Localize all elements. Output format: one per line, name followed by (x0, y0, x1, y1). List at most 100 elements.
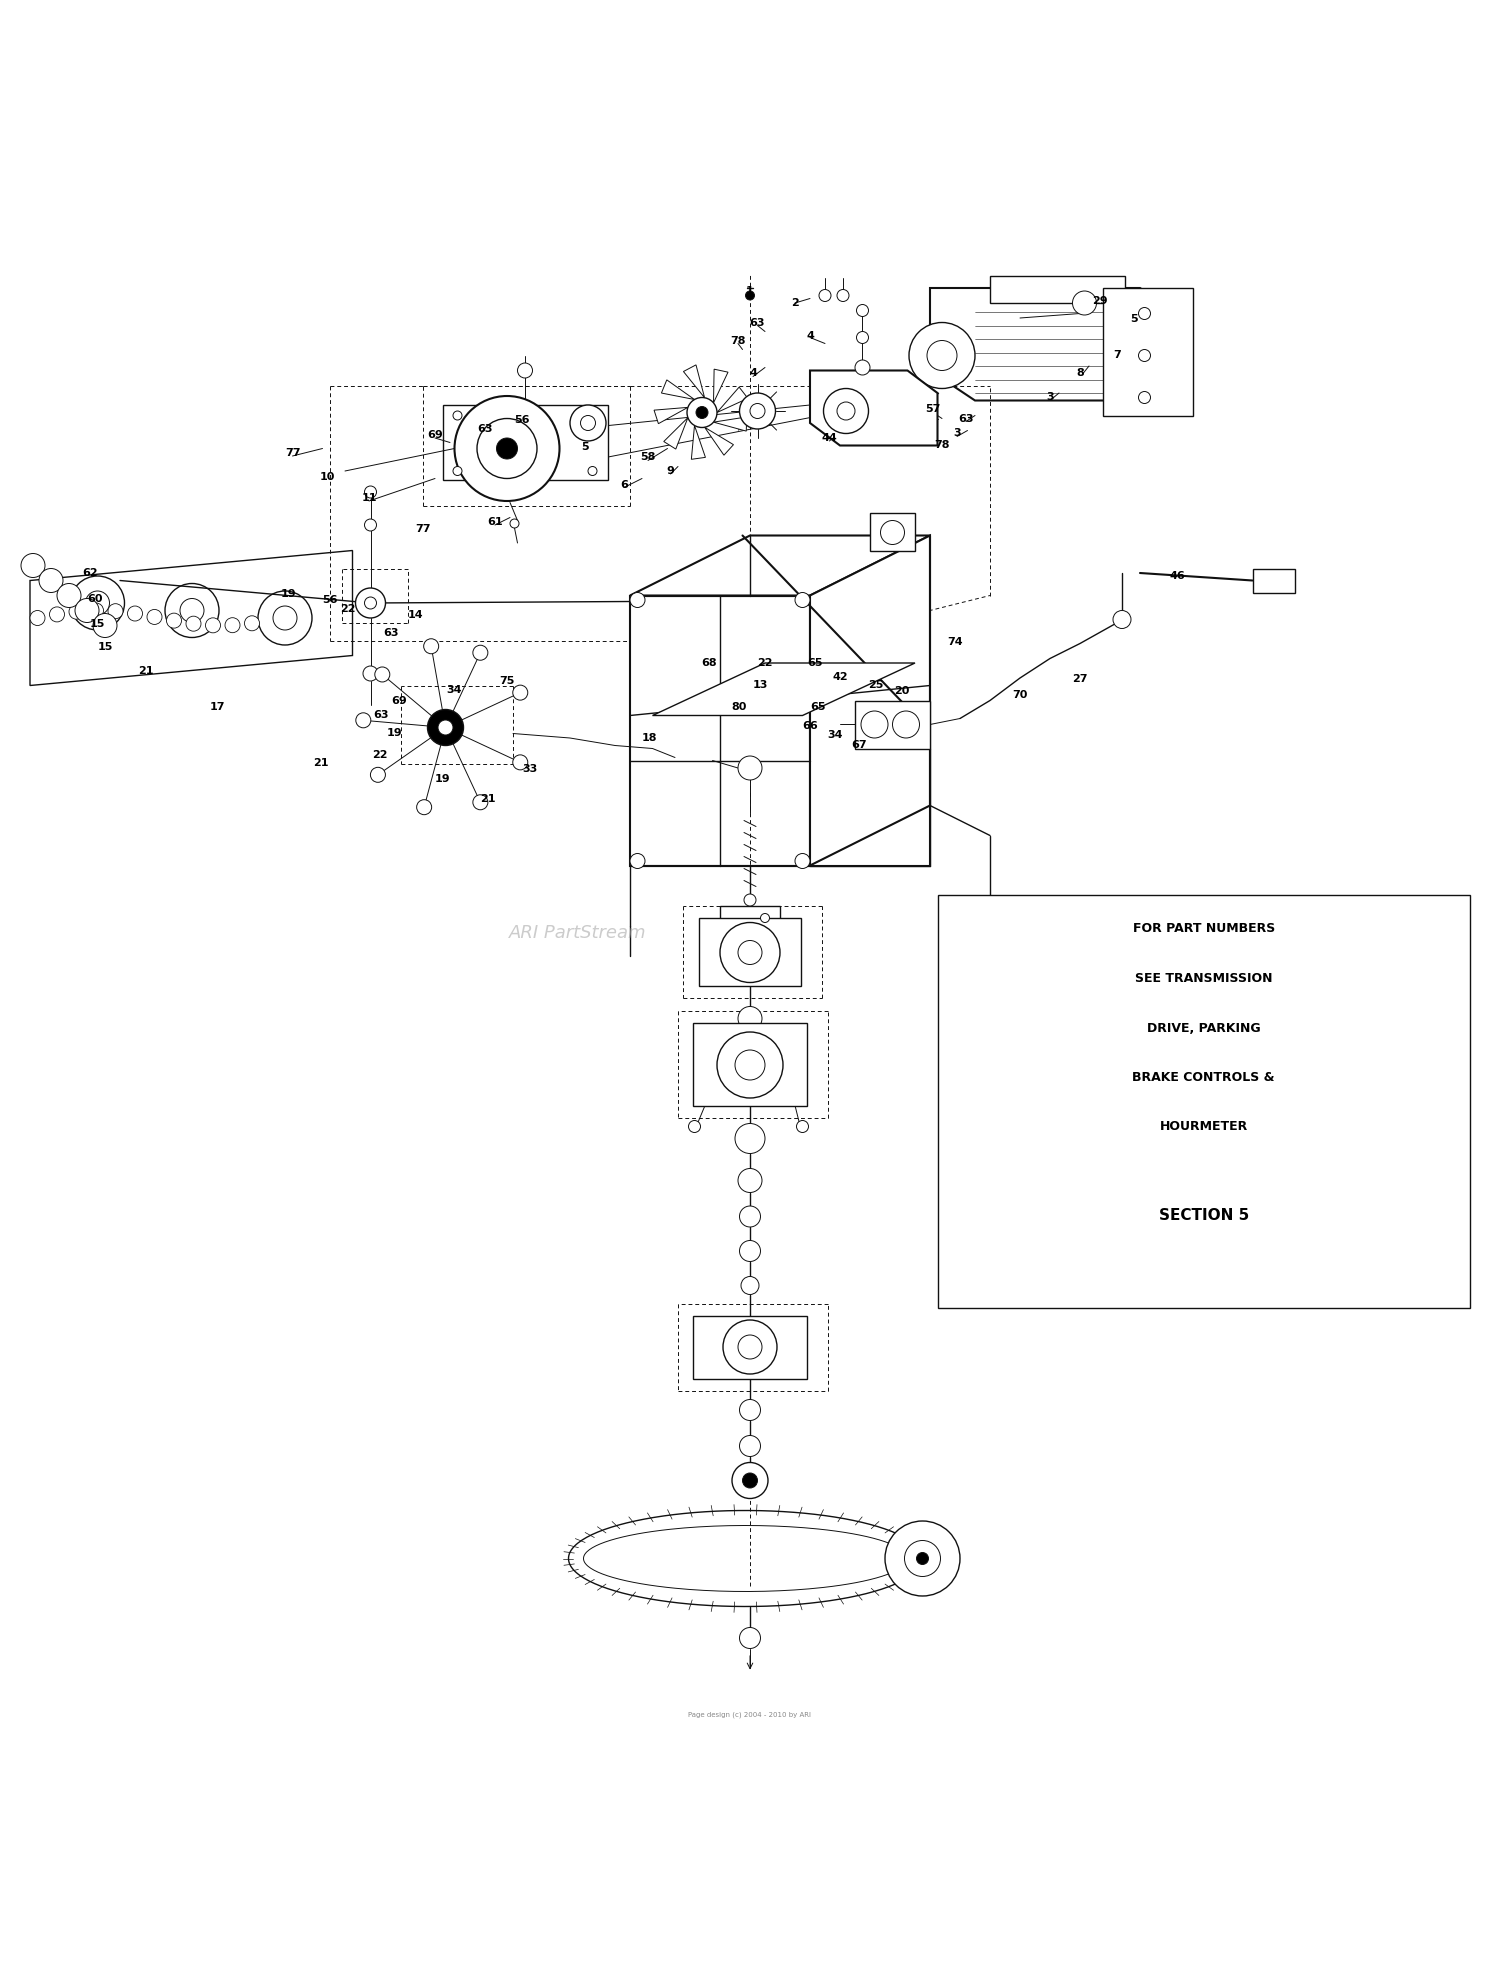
Circle shape (370, 767, 386, 782)
Text: 5: 5 (580, 442, 590, 451)
Circle shape (364, 487, 376, 499)
Circle shape (472, 794, 488, 810)
Circle shape (885, 1522, 960, 1597)
Text: 69: 69 (427, 430, 442, 440)
Text: 5: 5 (1130, 315, 1138, 325)
Text: 46: 46 (1170, 572, 1185, 581)
Circle shape (356, 587, 386, 619)
Text: 15: 15 (98, 641, 112, 652)
Circle shape (909, 323, 975, 388)
Text: 42: 42 (833, 672, 848, 682)
Polygon shape (692, 426, 705, 459)
Circle shape (1138, 349, 1150, 361)
Circle shape (855, 361, 870, 374)
Circle shape (88, 603, 104, 619)
Circle shape (824, 388, 868, 434)
Text: 9: 9 (666, 465, 675, 477)
Text: 78: 78 (934, 440, 950, 451)
Circle shape (108, 603, 123, 619)
Circle shape (453, 467, 462, 475)
Circle shape (496, 438, 517, 459)
Circle shape (717, 1033, 783, 1098)
Circle shape (363, 666, 378, 682)
Text: 58: 58 (640, 453, 656, 463)
Circle shape (742, 1472, 758, 1488)
Circle shape (588, 412, 597, 420)
Text: 8: 8 (1076, 369, 1084, 378)
Text: 34: 34 (828, 729, 843, 739)
Circle shape (70, 576, 124, 631)
Text: SEE TRANSMISSION: SEE TRANSMISSION (1136, 972, 1272, 986)
Circle shape (477, 418, 537, 479)
Circle shape (1138, 307, 1150, 319)
Text: FOR PART NUMBERS: FOR PART NUMBERS (1132, 922, 1275, 936)
Bar (442, 404, 608, 481)
Text: 62: 62 (82, 568, 98, 578)
Polygon shape (714, 418, 747, 432)
Text: 63: 63 (958, 414, 974, 424)
Text: 11: 11 (362, 493, 376, 503)
Circle shape (93, 613, 117, 637)
Text: 34: 34 (447, 686, 462, 696)
Text: 13: 13 (753, 680, 768, 690)
Text: 65: 65 (810, 702, 825, 712)
Circle shape (856, 304, 868, 317)
Text: 17: 17 (210, 702, 225, 712)
Circle shape (513, 755, 528, 771)
Circle shape (1113, 611, 1131, 629)
Text: ARI PartStream: ARI PartStream (509, 924, 646, 942)
Circle shape (128, 605, 142, 621)
Circle shape (696, 406, 708, 418)
Circle shape (588, 467, 597, 475)
Circle shape (356, 714, 370, 727)
Text: 3: 3 (952, 428, 962, 438)
Bar (720, 907, 780, 932)
Text: 14: 14 (408, 609, 423, 621)
Text: 80: 80 (732, 702, 747, 712)
Circle shape (735, 1123, 765, 1153)
Circle shape (206, 617, 220, 633)
Bar (1252, 568, 1294, 593)
Text: 61: 61 (488, 516, 502, 526)
Circle shape (740, 1240, 760, 1261)
Text: 68: 68 (702, 658, 717, 668)
Text: 60: 60 (87, 593, 102, 603)
Text: 63: 63 (374, 710, 388, 721)
Circle shape (364, 597, 376, 609)
Polygon shape (684, 365, 705, 398)
Text: 22: 22 (340, 603, 356, 615)
Circle shape (740, 1628, 760, 1648)
Circle shape (630, 593, 645, 607)
Circle shape (796, 1120, 808, 1133)
Circle shape (819, 290, 831, 302)
Text: 19: 19 (387, 729, 402, 739)
Circle shape (375, 666, 390, 682)
Polygon shape (705, 428, 734, 455)
Circle shape (732, 1462, 768, 1498)
Bar (870, 512, 915, 550)
Polygon shape (664, 418, 688, 449)
Circle shape (738, 1007, 762, 1031)
Circle shape (510, 518, 519, 528)
Polygon shape (810, 536, 930, 865)
Circle shape (453, 412, 462, 420)
Polygon shape (630, 536, 930, 595)
Bar (693, 1315, 807, 1378)
Text: 4: 4 (806, 331, 814, 341)
Circle shape (735, 1051, 765, 1080)
Text: 29: 29 (1092, 296, 1107, 307)
Text: DRIVE, PARKING: DRIVE, PARKING (1148, 1021, 1260, 1035)
Circle shape (513, 686, 528, 700)
Circle shape (454, 396, 560, 501)
Circle shape (688, 1120, 700, 1133)
Bar (693, 1023, 807, 1106)
Text: 77: 77 (285, 447, 300, 457)
Circle shape (364, 518, 376, 530)
Circle shape (744, 895, 756, 907)
Circle shape (166, 613, 182, 629)
Text: 70: 70 (1013, 690, 1028, 700)
Text: 66: 66 (802, 721, 818, 731)
Circle shape (750, 404, 765, 418)
Circle shape (580, 416, 596, 430)
Text: 22: 22 (758, 658, 772, 668)
